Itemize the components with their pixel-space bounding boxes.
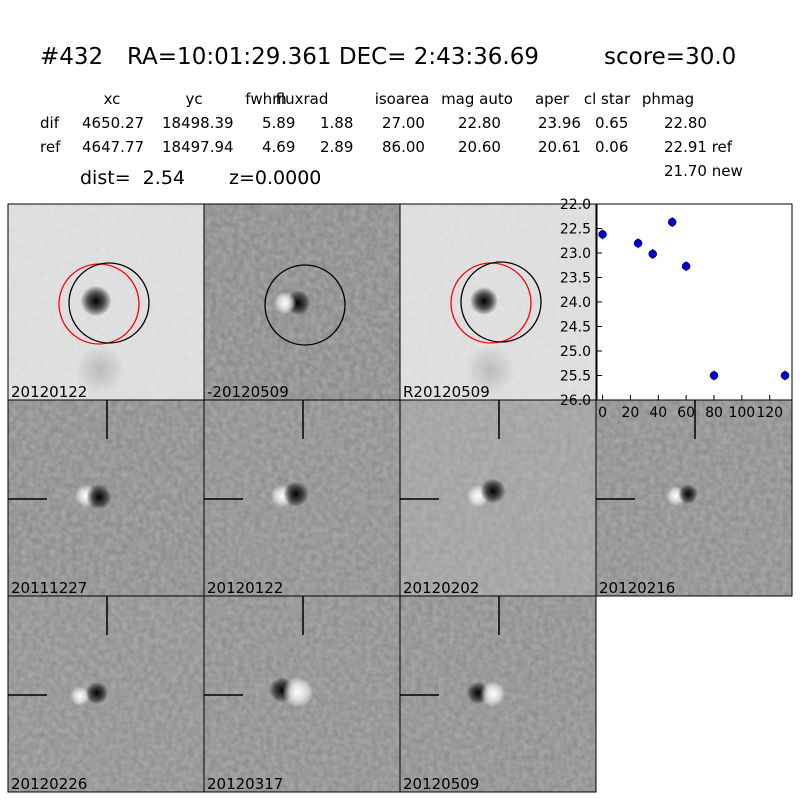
image-stamp: 20120202 [399,399,597,597]
table-cell: 23.96 [538,114,581,132]
source-blob [678,484,698,504]
image-stamp: 20120226 [7,595,205,793]
source-blob [85,681,109,705]
source-blob [273,291,297,315]
image-stamp: 20120216 [595,399,793,597]
y-tick-label: 25.0 [560,344,591,360]
source-blob [465,345,515,395]
source-blob [480,478,506,504]
data-point [598,230,607,239]
stamp-label: 20111227 [11,579,87,597]
image-stamp: 20120122 [7,203,205,401]
stamp-label: R20120509 [403,383,490,401]
source-blob [70,686,90,706]
column-header: yc [185,90,202,108]
y-tick-label: 23.5 [560,271,591,287]
table-cell: 0.65 [595,114,628,132]
row-label: dif [40,114,60,132]
y-tick-label: 23.0 [560,246,591,262]
column-header: isoarea [375,90,430,108]
data-point [709,371,719,380]
coordinates: RA=10:01:29.361 DEC= 2:43:36.69 [127,44,539,70]
stamp-label: 20120122 [11,383,87,401]
aperture-circle [68,262,150,344]
table-cell: 2.89 [320,138,353,156]
plot-area [596,203,793,401]
row-label: ref [40,138,61,156]
x-tick-label: 120 [756,405,783,421]
data-point [681,261,691,271]
candidate-id: #432 [40,44,103,70]
table-cell: 22.80 [664,114,707,132]
y-tick-label: 24.0 [560,295,591,311]
stamp-label: -20120509 [207,383,289,401]
source-blob [80,285,112,317]
table-cell: 18497.94 [162,138,234,156]
table-cell: 22.80 [458,114,501,132]
redshift: z=0.0000 [229,167,321,189]
image-stamp: 20111227 [7,399,205,597]
stamp-label: 20120226 [11,775,87,793]
x-tick-label: 100 [728,405,755,421]
column-header: phmag [642,90,694,108]
source-blob [75,345,125,395]
table-cell: 1.88 [320,114,353,132]
table-cell: 86.00 [382,138,425,156]
image-stamp: 20120317 [203,595,401,793]
x-tick-label: 40 [649,405,667,421]
source-blob [480,681,506,707]
image-stamp: R20120509 [399,203,597,401]
source-blob [283,481,309,507]
stamp-label: 20120317 [207,775,283,793]
table-cell: 27.00 [382,114,425,132]
stamp-label: 20120202 [403,579,479,597]
y-tick-label: 22.5 [560,222,591,238]
table-cell: 5.89 [262,114,295,132]
lightcurve: 22.0 22.5 23.0 23.5 24.0 24.5 25.0 25.5 26.0 0 20 4… [560,197,793,421]
table-cell: 4.69 [262,138,295,156]
table-cell: 20.60 [458,138,501,156]
image-stamp: 20120509 [399,595,597,793]
stamp-frame [399,595,597,793]
data-point [780,371,790,380]
aperture-circle [264,264,346,346]
table-cell: 4647.77 [82,138,144,156]
stamp-label: 20120122 [207,579,283,597]
table-cell: 0.06 [595,138,628,156]
stamp-label: 20120509 [403,775,479,793]
column-header: fwhm [245,90,286,108]
column-header: mag auto [441,90,513,108]
image-stamp: 20120122 [203,399,401,597]
column-header: aper [535,90,570,108]
column-header: xc [104,90,121,108]
x-tick-label: 0 [598,405,607,421]
column-header: cl star [584,90,631,108]
score: score=30.0 [604,44,736,70]
source-blob [282,676,314,708]
table-cell: 22.91 ref [664,138,733,156]
y-tick-label: 22.0 [560,197,591,213]
x-tick-label: 20 [622,405,640,421]
x-tick-label: 80 [705,405,723,421]
image-stamp: -20120509 [203,203,401,401]
column-header: fluxrad [276,90,329,108]
table-cell: 20.61 [538,138,581,156]
y-tick-label: 24.5 [560,320,591,336]
source-blob [470,287,498,315]
source-blob [86,484,112,510]
data-point [667,217,677,227]
stamp-label: 20120216 [599,579,675,597]
y-tick-label: 26.0 [560,393,591,409]
data-point [648,249,657,259]
y-tick-label: 25.5 [560,369,591,385]
phmag-new: 21.70 new [664,162,743,180]
table-cell: 4650.27 [82,114,144,132]
x-tick-label: 60 [677,405,695,421]
table-cell: 18498.39 [162,114,234,132]
data-point [633,238,643,248]
aperture-circle [460,261,542,343]
dist: dist= 2.54 [80,167,185,189]
